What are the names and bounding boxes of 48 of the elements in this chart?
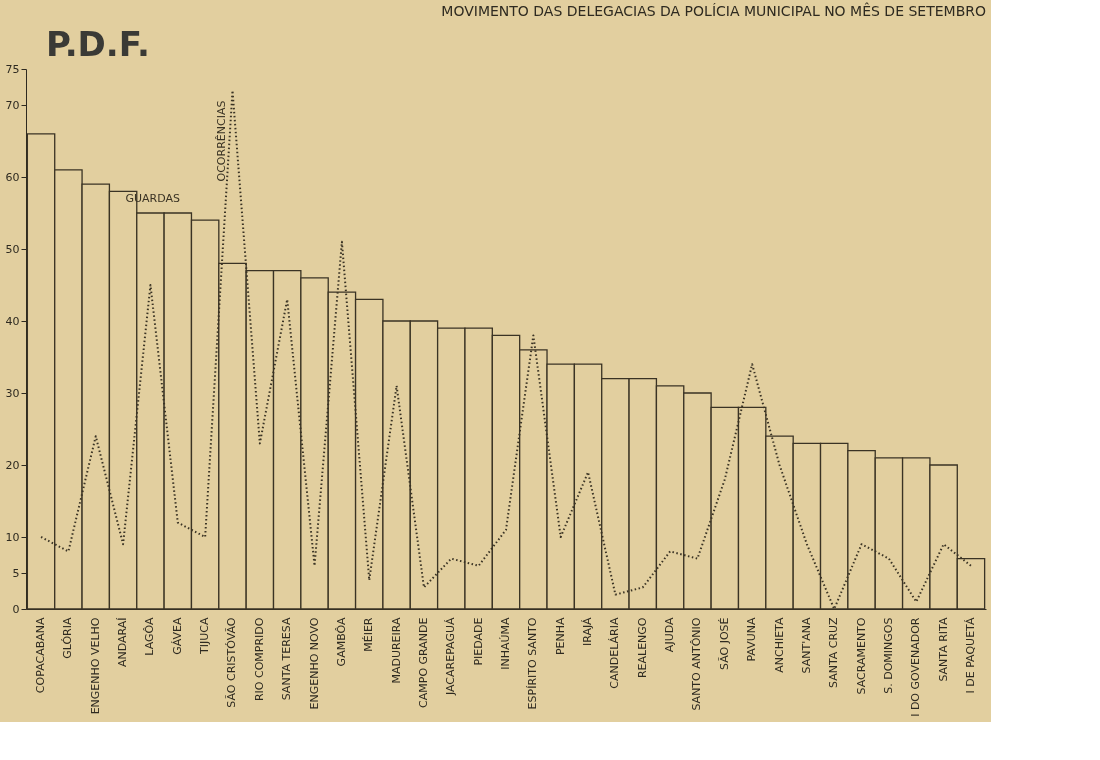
y-tick-label: 30 [5,386,20,400]
y-tick-label: 5 [12,566,20,580]
x-tick-label: SANTA CRUZ [827,617,841,689]
x-tick-label: ENGENHO NOVO [307,617,321,710]
x-tick-label: COPACABANA [34,617,48,694]
x-tick-label: SANT'ANA [799,617,813,674]
text: OCORRÊNCIAS [215,100,229,182]
x-tick-label: INHAÚMA [499,617,512,670]
y-tick-label: 60 [5,170,20,184]
x-tick-label: I DE PAQUETÁ [963,617,977,694]
x-tick-label: ENGENHO VELHO [88,617,102,715]
x-tick-label: SANTA TERESA [280,617,294,701]
x-tick-label: TIJUCA [198,617,212,655]
x-tick-label: ANDARAÍ [116,617,130,668]
x-tick-label: CANDELÁRIA [608,617,622,689]
x-tick-label: SANTO ANTÔNIO [690,617,704,711]
x-tick-label: MADUREIRA [389,617,403,684]
x-tick-label: SACRAMENTO [854,617,868,695]
y-tick-label: 20 [5,458,20,472]
y-tick-label: 10 [5,530,20,544]
x-tick-label: ANCHIETA [772,617,786,673]
x-tick-label: CAMPO GRANDE [416,617,430,708]
y-tick-label: 70 [5,98,20,112]
x-tick-label: SÃO CRISTÓVÃO [225,617,239,708]
text: P.D.F. [46,24,150,64]
y-tick-label: 40 [5,314,20,328]
y-tick-label: 0 [12,602,20,616]
chart-title: MOVIMENTO DAS DELEGACIAS DA POLÍCIA MUNICIPAL NO MÊS DE SETEMBRO [441,2,986,19]
x-tick-label: JACAREPAGUÁ [444,617,458,697]
x-tick-label: PIEDADE [471,617,485,666]
x-tick-label: GLÓRIA [61,617,75,659]
x-tick-label: LAGÔA [143,617,157,656]
x-tick-label: GÁVEA [170,617,184,655]
x-tick-label: S. DOMINGOS [881,617,895,694]
x-tick-label: AJUDA [663,617,677,653]
x-tick-label: REALENGO [635,617,649,679]
x-tick-label: PENHA [553,617,567,656]
x-tick-label: RIO COMPRIDO [252,617,266,702]
y-tick-label: 50 [5,242,20,256]
x-tick-label: IRAJÁ [581,617,595,647]
x-tick-label: GAMBÔA [334,617,348,667]
x-tick-label: MÉIER [362,617,376,652]
y-tick-label: 75 [5,62,20,76]
x-tick-label: I DO GOVENADOR [909,617,923,717]
x-tick-label: PAVUNA [745,617,759,662]
x-tick-label: SANTA RITA [936,617,950,682]
x-tick-label: SÃO JOSÉ [717,617,731,671]
x-tick-label: ESPÍRITO SANTO [526,617,540,710]
